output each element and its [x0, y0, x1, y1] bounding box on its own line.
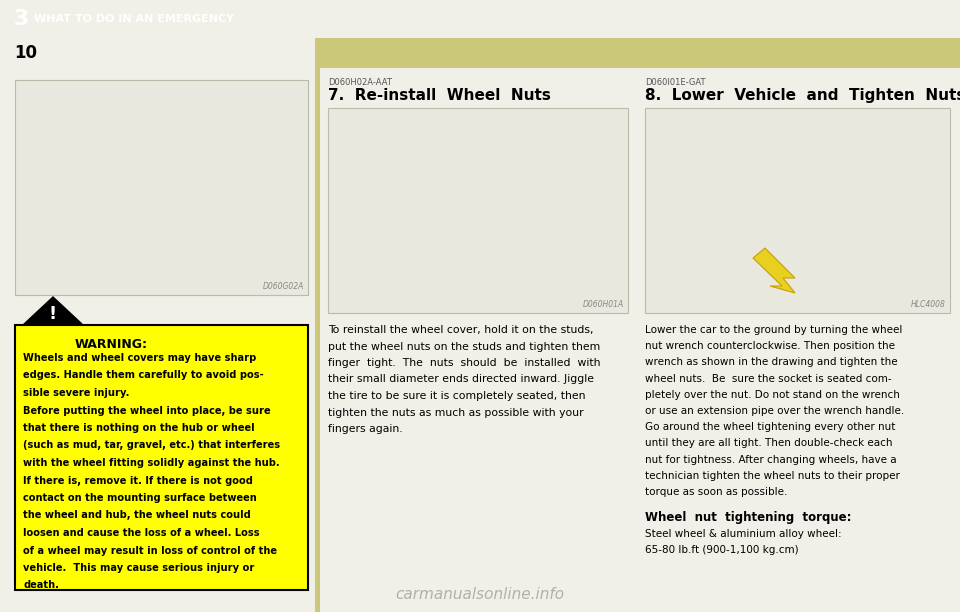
- FancyBboxPatch shape: [15, 325, 308, 590]
- FancyBboxPatch shape: [328, 108, 628, 313]
- Text: put the wheel nuts on the studs and tighten them: put the wheel nuts on the studs and tigh…: [328, 341, 600, 351]
- Text: 65-80 lb.ft (900-1,100 kg.cm): 65-80 lb.ft (900-1,100 kg.cm): [645, 545, 799, 555]
- Text: If there is, remove it. If there is not good: If there is, remove it. If there is not …: [23, 476, 252, 485]
- Text: Lower the car to the ground by turning the wheel: Lower the car to the ground by turning t…: [645, 325, 902, 335]
- Text: vehicle.  This may cause serious injury or: vehicle. This may cause serious injury o…: [23, 563, 254, 573]
- Text: tighten the nuts as much as possible with your: tighten the nuts as much as possible wit…: [328, 408, 584, 417]
- Text: loosen and cause the loss of a wheel. Loss: loosen and cause the loss of a wheel. Lo…: [23, 528, 259, 538]
- Text: HLC4008: HLC4008: [911, 300, 946, 309]
- Text: with the wheel fitting solidly against the hub.: with the wheel fitting solidly against t…: [23, 458, 279, 468]
- Text: death.: death.: [23, 581, 59, 591]
- Text: D060G02A: D060G02A: [263, 282, 304, 291]
- Text: torque as soon as possible.: torque as soon as possible.: [645, 487, 787, 497]
- Text: the tire to be sure it is completely seated, then: the tire to be sure it is completely sea…: [328, 391, 586, 401]
- Text: 7.  Re-install  Wheel  Nuts: 7. Re-install Wheel Nuts: [328, 88, 551, 103]
- Text: WARNING:: WARNING:: [75, 338, 148, 351]
- Text: edges. Handle them carefully to avoid pos-: edges. Handle them carefully to avoid po…: [23, 370, 264, 381]
- FancyBboxPatch shape: [15, 80, 308, 295]
- Text: Wheel  nut  tightening  torque:: Wheel nut tightening torque:: [645, 511, 852, 524]
- Text: pletely over the nut. Do not stand on the wrench: pletely over the nut. Do not stand on th…: [645, 390, 900, 400]
- Text: Go around the wheel tightening every other nut: Go around the wheel tightening every oth…: [645, 422, 896, 432]
- Text: Wheels and wheel covers may have sharp: Wheels and wheel covers may have sharp: [23, 353, 256, 363]
- Text: technician tighten the wheel nuts to their proper: technician tighten the wheel nuts to the…: [645, 471, 900, 481]
- Text: (such as mud, tar, gravel, etc.) that interferes: (such as mud, tar, gravel, etc.) that in…: [23, 441, 280, 450]
- Text: D060I01E-GAT: D060I01E-GAT: [645, 78, 706, 87]
- FancyBboxPatch shape: [315, 68, 320, 612]
- Text: or use an extension pipe over the wrench handle.: or use an extension pipe over the wrench…: [645, 406, 904, 416]
- Text: fingers again.: fingers again.: [328, 424, 402, 434]
- Text: WHAT TO DO IN AN EMERGENCY: WHAT TO DO IN AN EMERGENCY: [34, 14, 234, 24]
- Text: D060H01A: D060H01A: [583, 300, 624, 309]
- Text: sible severe injury.: sible severe injury.: [23, 388, 130, 398]
- Text: carmanualsonline.info: carmanualsonline.info: [396, 587, 564, 602]
- Text: that there is nothing on the hub or wheel: that there is nothing on the hub or whee…: [23, 423, 254, 433]
- Polygon shape: [753, 248, 795, 293]
- Text: wheel nuts.  Be  sure the socket is seated com-: wheel nuts. Be sure the socket is seated…: [645, 373, 892, 384]
- Text: !: !: [49, 305, 57, 323]
- Text: nut for tightness. After changing wheels, have a: nut for tightness. After changing wheels…: [645, 455, 897, 465]
- Text: 10: 10: [14, 44, 37, 62]
- FancyBboxPatch shape: [315, 38, 960, 68]
- Text: the wheel and hub, the wheel nuts could: the wheel and hub, the wheel nuts could: [23, 510, 251, 520]
- Text: contact on the mounting surface between: contact on the mounting surface between: [23, 493, 256, 503]
- FancyBboxPatch shape: [645, 108, 950, 313]
- Text: 8.  Lower  Vehicle  and  Tighten  Nuts: 8. Lower Vehicle and Tighten Nuts: [645, 88, 960, 103]
- Text: of a wheel may result in loss of control of the: of a wheel may result in loss of control…: [23, 545, 277, 556]
- Text: D060H02A-AAT: D060H02A-AAT: [328, 78, 392, 87]
- Text: wrench as shown in the drawing and tighten the: wrench as shown in the drawing and tight…: [645, 357, 898, 367]
- Text: nut wrench counterclockwise. Then position the: nut wrench counterclockwise. Then positi…: [645, 341, 895, 351]
- Text: until they are all tight. Then double-check each: until they are all tight. Then double-ch…: [645, 438, 893, 449]
- Text: Before putting the wheel into place, be sure: Before putting the wheel into place, be …: [23, 406, 271, 416]
- Text: To reinstall the wheel cover, hold it on the studs,: To reinstall the wheel cover, hold it on…: [328, 325, 593, 335]
- Text: Steel wheel & aluminium alloy wheel:: Steel wheel & aluminium alloy wheel:: [645, 529, 842, 539]
- Text: finger  tight.  The  nuts  should  be  installed  with: finger tight. The nuts should be install…: [328, 358, 601, 368]
- Text: their small diameter ends directed inward. Jiggle: their small diameter ends directed inwar…: [328, 375, 594, 384]
- Text: 3: 3: [14, 9, 30, 29]
- Polygon shape: [23, 297, 83, 325]
